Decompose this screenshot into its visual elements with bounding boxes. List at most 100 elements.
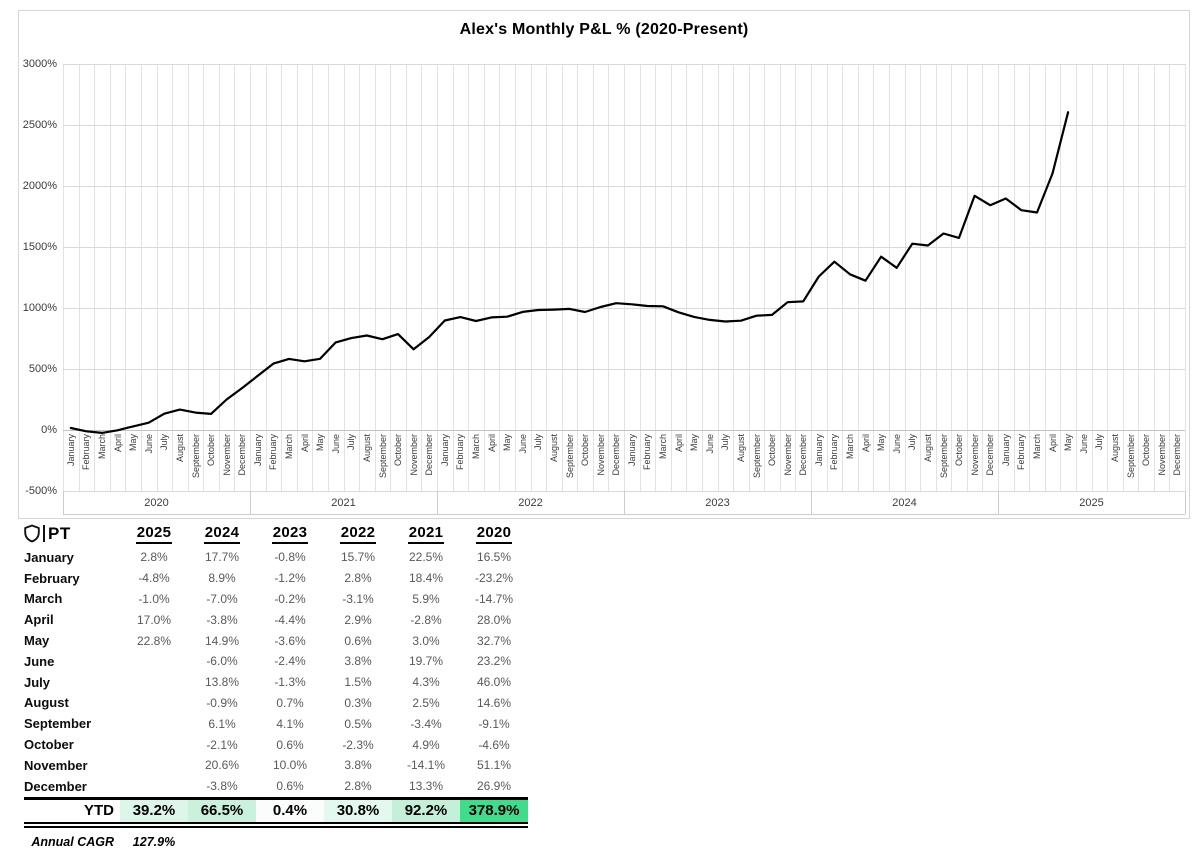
year-column-header: 2022 [324, 524, 392, 544]
month-gridline [140, 64, 142, 491]
y-axis-tick-label: 500% [28, 363, 57, 375]
y-gridline [63, 308, 1185, 309]
monthly-return-value: 4.3% [412, 675, 440, 690]
month-gridline [686, 64, 688, 491]
monthly-return-value: -0.9% [206, 695, 238, 710]
month-gridline [421, 64, 423, 491]
ytd-label: YTD [84, 802, 114, 820]
month-gridline [842, 64, 844, 491]
month-gridline [281, 64, 283, 491]
month-gridline [717, 64, 719, 491]
table-row: March -1.0% -7.0% -0.2% -3.1% 5.9% -14.7% [24, 589, 528, 610]
table-header-row: PT 2025 2024 2023 2022 2021 2020 [24, 520, 528, 547]
month-gridline [639, 64, 641, 491]
monthly-return-value: 19.7% [408, 654, 444, 669]
month-gridline [405, 64, 407, 491]
x-axis-year-label: 2024 [892, 497, 917, 509]
month-gridline [966, 64, 968, 491]
y-axis-tick-label: -500% [25, 485, 57, 497]
year-band-separator [437, 491, 438, 514]
month-gridline [1138, 64, 1140, 491]
month-gridline [779, 64, 781, 491]
month-gridline [374, 64, 376, 491]
year-band-bottom-line [63, 514, 1185, 515]
monthly-return-value: -9.1% [478, 716, 510, 731]
year-band-separator [1185, 491, 1186, 514]
ytd-value: 0.4% [256, 799, 324, 822]
month-label: December [24, 778, 87, 794]
monthly-return-value: -3.1% [342, 591, 374, 606]
monthly-return-value: 2.8% [140, 550, 168, 565]
month-gridline [499, 64, 501, 491]
month-gridline [1044, 64, 1046, 491]
y-axis-tick-label: 2500% [22, 119, 57, 131]
monthly-return-value: -1.3% [274, 675, 306, 690]
year-column-header-text: 2022 [339, 524, 377, 544]
month-gridline [452, 64, 454, 491]
monthly-return-value: 10.0% [272, 758, 308, 773]
monthly-return-value: 5.9% [412, 591, 440, 606]
monthly-return-value: 2.8% [344, 571, 372, 586]
monthly-returns-table: PT 2025 2024 2023 2022 2021 2020 January 2.8% 1… [24, 520, 528, 852]
month-gridline [935, 64, 937, 491]
monthly-return-value: -3.4% [410, 716, 442, 731]
logo-divider [43, 525, 45, 542]
monthly-return-value: 3.8% [344, 654, 372, 669]
month-label: October [24, 737, 74, 753]
monthly-return-value: 6.1% [208, 716, 236, 731]
monthly-return-value: -3.6% [274, 633, 306, 648]
table-row: February -4.8% 8.9% -1.2% 2.8% 18.4% -23.2% [24, 568, 528, 589]
monthly-return-value: 0.6% [276, 779, 304, 794]
month-label: April [24, 612, 54, 628]
table-row: June -6.0% -2.4% 3.8% 19.7% 23.2% [24, 651, 528, 672]
pnl-chart: Alex's Monthly P&L % (2020-Present) 3000… [18, 10, 1190, 519]
month-gridline [920, 64, 922, 491]
monthly-return-value: -2.1% [206, 737, 238, 752]
monthly-return-value: 26.9% [476, 779, 512, 794]
shield-icon [24, 524, 40, 543]
ytd-value: 30.8% [324, 799, 392, 822]
x-axis-year-label: 2021 [331, 497, 356, 509]
month-gridline [608, 64, 610, 491]
month-gridline [390, 64, 392, 491]
month-gridline [1091, 64, 1093, 491]
month-gridline [670, 64, 672, 491]
monthly-return-value: 3.8% [344, 758, 372, 773]
month-gridline [873, 64, 875, 491]
month-gridline [546, 64, 548, 491]
year-column-header: 2025 [120, 524, 188, 544]
month-label: August [24, 695, 69, 711]
ytd-value: 378.9% [460, 799, 528, 822]
monthly-return-value: 20.6% [204, 758, 240, 773]
month-gridline [795, 64, 797, 491]
y-gridline [63, 247, 1185, 248]
month-gridline [748, 64, 750, 491]
monthly-return-value: 2.5% [412, 695, 440, 710]
monthly-return-value: 14.6% [476, 695, 512, 710]
y-gridline [63, 186, 1185, 187]
annual-cagr-row: Annual CAGR 127.9% [24, 832, 528, 852]
monthly-return-value: -3.8% [206, 612, 238, 627]
year-column-header-text: 2024 [203, 524, 241, 544]
monthly-return-value: 51.1% [476, 758, 512, 773]
year-column-header: 2020 [460, 524, 528, 544]
month-gridline [265, 64, 267, 491]
y-axis-tick-label: 2000% [22, 180, 57, 192]
month-gridline [514, 64, 516, 491]
ytd-value: 39.2% [120, 799, 188, 822]
monthly-return-value: 16.5% [476, 550, 512, 565]
monthly-return-value: -7.0% [206, 591, 238, 606]
month-gridline [1013, 64, 1015, 491]
monthly-return-value: 23.2% [476, 654, 512, 669]
x-axis-year-label: 2020 [144, 497, 169, 509]
month-gridline [343, 64, 345, 491]
monthly-return-value: 4.9% [412, 737, 440, 752]
year-column-header: 2021 [392, 524, 460, 544]
y-axis-tick-label: 0% [41, 424, 57, 436]
year-column-header-text: 2021 [407, 524, 445, 544]
monthly-return-value: 18.4% [408, 571, 444, 586]
y-gridline [63, 64, 1185, 65]
month-gridline [826, 64, 828, 491]
pnl-line-svg [69, 111, 1070, 434]
table-row: December -3.8% 0.6% 2.8% 13.3% 26.9% [24, 776, 528, 797]
